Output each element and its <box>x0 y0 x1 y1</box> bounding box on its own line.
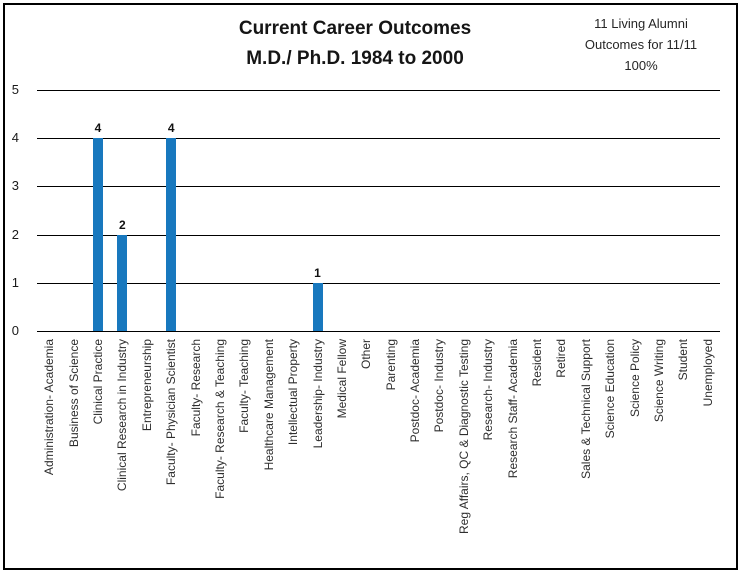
annotation-line2: Outcomes for 11/11 <box>584 37 698 52</box>
x-axis-label-leadership-industry: Leadership- Industry <box>310 339 325 449</box>
x-axis-label-business-of-science: Business of Science <box>66 339 81 448</box>
bar-value-label-faculty-physician-scientist: 4 <box>167 121 175 136</box>
x-axis-label-faculty-research-teaching: Faculty- Research & Teaching <box>212 339 227 499</box>
x-axis-label-reg-affairs-qc-diagnostic-testing: Reg Affairs, QC & Diagnostic Testing <box>456 339 471 534</box>
x-axis-label-science-education: Science Education <box>603 339 618 439</box>
x-axis-label-postdoc-academia: Postdoc- Academia <box>408 339 423 443</box>
bar-leadership-industry <box>312 282 323 331</box>
y-axis-tick-label: 1 <box>11 274 19 290</box>
y-axis-tick-label: 5 <box>11 82 19 97</box>
bar-value-label-clinical-practice: 4 <box>94 121 102 136</box>
x-axis-label-resident: Resident <box>530 339 545 387</box>
bar-clinical-practice <box>92 138 103 331</box>
gridline-y4 <box>37 138 720 140</box>
x-axis-label-science-policy: Science Policy <box>627 339 642 418</box>
y-axis-tick-label: 3 <box>11 178 19 194</box>
y-axis-tick-label: 2 <box>11 226 19 242</box>
x-axis-label-healthcare-management: Healthcare Management <box>261 339 276 471</box>
x-axis-label-administration-academia: Administration- Academia <box>42 339 57 476</box>
chart-title-line2: M.D./ Ph.D. 1984 to 2000 <box>246 48 464 69</box>
x-axis-label-intellectual-property: Intellectual Property <box>286 339 301 446</box>
x-axis-label-faculty-teaching: Faculty- Teaching <box>237 339 252 433</box>
x-axis-label-research-industry: Research- Industry <box>481 339 496 441</box>
y-axis-tick-label: 4 <box>11 130 19 146</box>
x-axis-label-medical-fellow: Medical Fellow <box>334 339 349 419</box>
x-axis-label-clinical-practice: Clinical Practice <box>90 339 105 425</box>
x-axis-label-other: Other <box>359 339 374 370</box>
gridline-y0 <box>37 331 720 332</box>
chart-figure: Current Career Outcomes M.D./ Ph.D. 1984… <box>3 3 738 570</box>
gridline-y3 <box>37 186 720 188</box>
x-axis-label-faculty-research: Faculty- Research <box>188 339 203 437</box>
gridline-y2 <box>37 234 720 236</box>
x-axis-label-faculty-physician-scientist: Faculty- Physician Scientist <box>164 339 179 486</box>
gridline-y5 <box>37 90 720 91</box>
x-axis-label-science-writing: Science Writing <box>652 339 667 423</box>
x-axis-label-student: Student <box>676 339 691 381</box>
x-axis-label-unemployed: Unemployed <box>700 339 715 407</box>
annotation-line3: 100% <box>624 58 658 73</box>
bar-faculty-physician-scientist <box>166 138 177 331</box>
x-axis-label-postdoc-industry: Postdoc- Industry <box>432 339 447 433</box>
y-axis-tick-label: 0 <box>11 323 19 338</box>
bar-value-label-clinical-research-in-industry: 2 <box>119 217 126 232</box>
x-axis-label-clinical-research-in-industry: Clinical Research in Industry <box>115 339 130 492</box>
chart-title-line1: Current Career Outcomes <box>238 18 472 39</box>
bar-clinical-research-in-industry <box>117 234 128 331</box>
alumni-annotation: 11 Living Alumni Outcomes for 11/11 100% <box>557 13 725 76</box>
x-axis-label-retired: Retired <box>554 339 569 378</box>
gridline-y1 <box>37 282 720 284</box>
bar-value-label-leadership-industry: 1 <box>314 265 321 280</box>
x-axis-label-sales-technical-support: Sales & Technical Support <box>578 339 593 479</box>
x-axis-label-parenting: Parenting <box>383 339 398 391</box>
chart-title: Current Career Outcomes M.D./ Ph.D. 1984… <box>160 14 550 74</box>
annotation-line1: 11 Living Alumni <box>594 16 688 31</box>
x-axis-label-research-staff-academia: Research Staff- Academia <box>505 339 520 479</box>
x-axis-label-entrepreneurship: Entrepreneurship <box>139 339 154 432</box>
